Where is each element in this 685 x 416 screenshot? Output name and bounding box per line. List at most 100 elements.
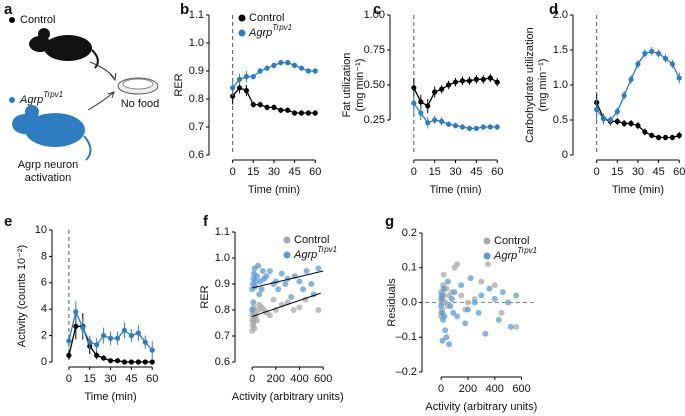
x-tick-label: 30 [104, 373, 116, 385]
y-tick-label: 1.1 [215, 226, 230, 238]
y-tick-label: –0.2 [396, 366, 417, 378]
point [487, 124, 493, 130]
point [649, 48, 655, 55]
point [312, 110, 318, 116]
point [440, 285, 447, 292]
y-tick-label: 0.5 [553, 114, 568, 126]
agrp-label: AgrpTrpv1 [19, 90, 63, 106]
y-tick-label: 10 [35, 224, 47, 236]
point [308, 281, 315, 287]
legend-label: AgrpTrpv1 [248, 23, 292, 39]
point [243, 74, 250, 80]
point [464, 299, 471, 306]
panel-letter: g [385, 213, 394, 230]
y-tick-label: 1.0 [553, 79, 568, 91]
point [101, 355, 107, 361]
y-tick-label: 0.0 [402, 296, 417, 308]
point [655, 134, 662, 141]
point [305, 68, 311, 74]
y-tick-label: 6 [41, 277, 47, 289]
point [498, 309, 505, 316]
point [411, 85, 417, 91]
point [270, 296, 277, 303]
point [121, 327, 128, 333]
panel-a: a Control AgrpTrpv1 No food Agrp neuron … [4, 1, 159, 184]
activation-label: activation [25, 172, 71, 184]
legend-label: Control [249, 12, 284, 24]
point [614, 118, 620, 124]
control-mouse [29, 28, 99, 69]
x-axis-label: Time (min) [248, 184, 300, 196]
point [513, 292, 520, 299]
point [253, 317, 260, 324]
x-tick-label: 60 [673, 166, 685, 178]
y-axis-label: RER [199, 285, 211, 308]
point [256, 291, 263, 298]
point [494, 124, 500, 130]
panel-letter: b [180, 1, 189, 18]
legend-marker [238, 29, 246, 37]
arrow [87, 91, 115, 111]
point [253, 273, 260, 280]
point [480, 124, 486, 130]
point [458, 282, 465, 289]
point [450, 309, 457, 316]
point [114, 358, 121, 364]
point [676, 132, 682, 138]
point [128, 333, 134, 339]
point [236, 85, 243, 91]
y-tick-label: 0.6 [189, 149, 204, 161]
point [475, 309, 482, 316]
point [250, 74, 256, 80]
point [439, 86, 445, 92]
point [459, 124, 466, 130]
legend-sup: Trpv1 [317, 245, 337, 254]
point [486, 285, 493, 292]
point [135, 330, 141, 336]
point [142, 359, 148, 365]
legend-label: AgrpTrpv1 [493, 246, 537, 262]
point [462, 320, 469, 327]
point [266, 312, 273, 319]
point [282, 281, 289, 287]
point [473, 76, 479, 82]
y-tick-label: 0.8 [215, 304, 230, 316]
point [444, 278, 451, 285]
point [446, 341, 453, 348]
x-tick-label: 0 [249, 373, 255, 385]
point [291, 62, 298, 68]
y-tick-label: 2 [41, 330, 47, 342]
point [482, 330, 489, 337]
agrp-sup: Trpv1 [43, 90, 63, 99]
point [290, 307, 297, 313]
point [66, 338, 72, 344]
point [676, 75, 682, 81]
point [107, 358, 114, 364]
point [454, 313, 461, 320]
y-tick-label: 1.0 [215, 252, 230, 264]
x-tick-label: 0 [594, 166, 600, 178]
y-tick-label: 2.0 [553, 9, 568, 21]
y-tick-label: 0.1 [402, 262, 417, 274]
point [149, 347, 155, 353]
point [128, 359, 134, 365]
y-tick-label: –0.1 [396, 331, 417, 343]
y-tick-label: 0.9 [189, 65, 204, 77]
point [73, 323, 79, 329]
x-tick-label: 400 [486, 383, 504, 395]
point [66, 352, 72, 358]
y-axis-label: Residuals [386, 278, 398, 327]
y-tick-label: 0.8 [189, 93, 204, 105]
point [94, 352, 100, 358]
point [478, 292, 485, 299]
point [442, 327, 449, 334]
point [452, 79, 459, 85]
x-tick-label: 0 [230, 166, 236, 178]
y-axis-label: (mg min⁻¹) [537, 59, 549, 112]
arrow [89, 61, 117, 82]
point [443, 334, 450, 341]
point [278, 107, 284, 113]
fit-line [252, 270, 324, 289]
x-tick-label: 0 [66, 373, 72, 385]
